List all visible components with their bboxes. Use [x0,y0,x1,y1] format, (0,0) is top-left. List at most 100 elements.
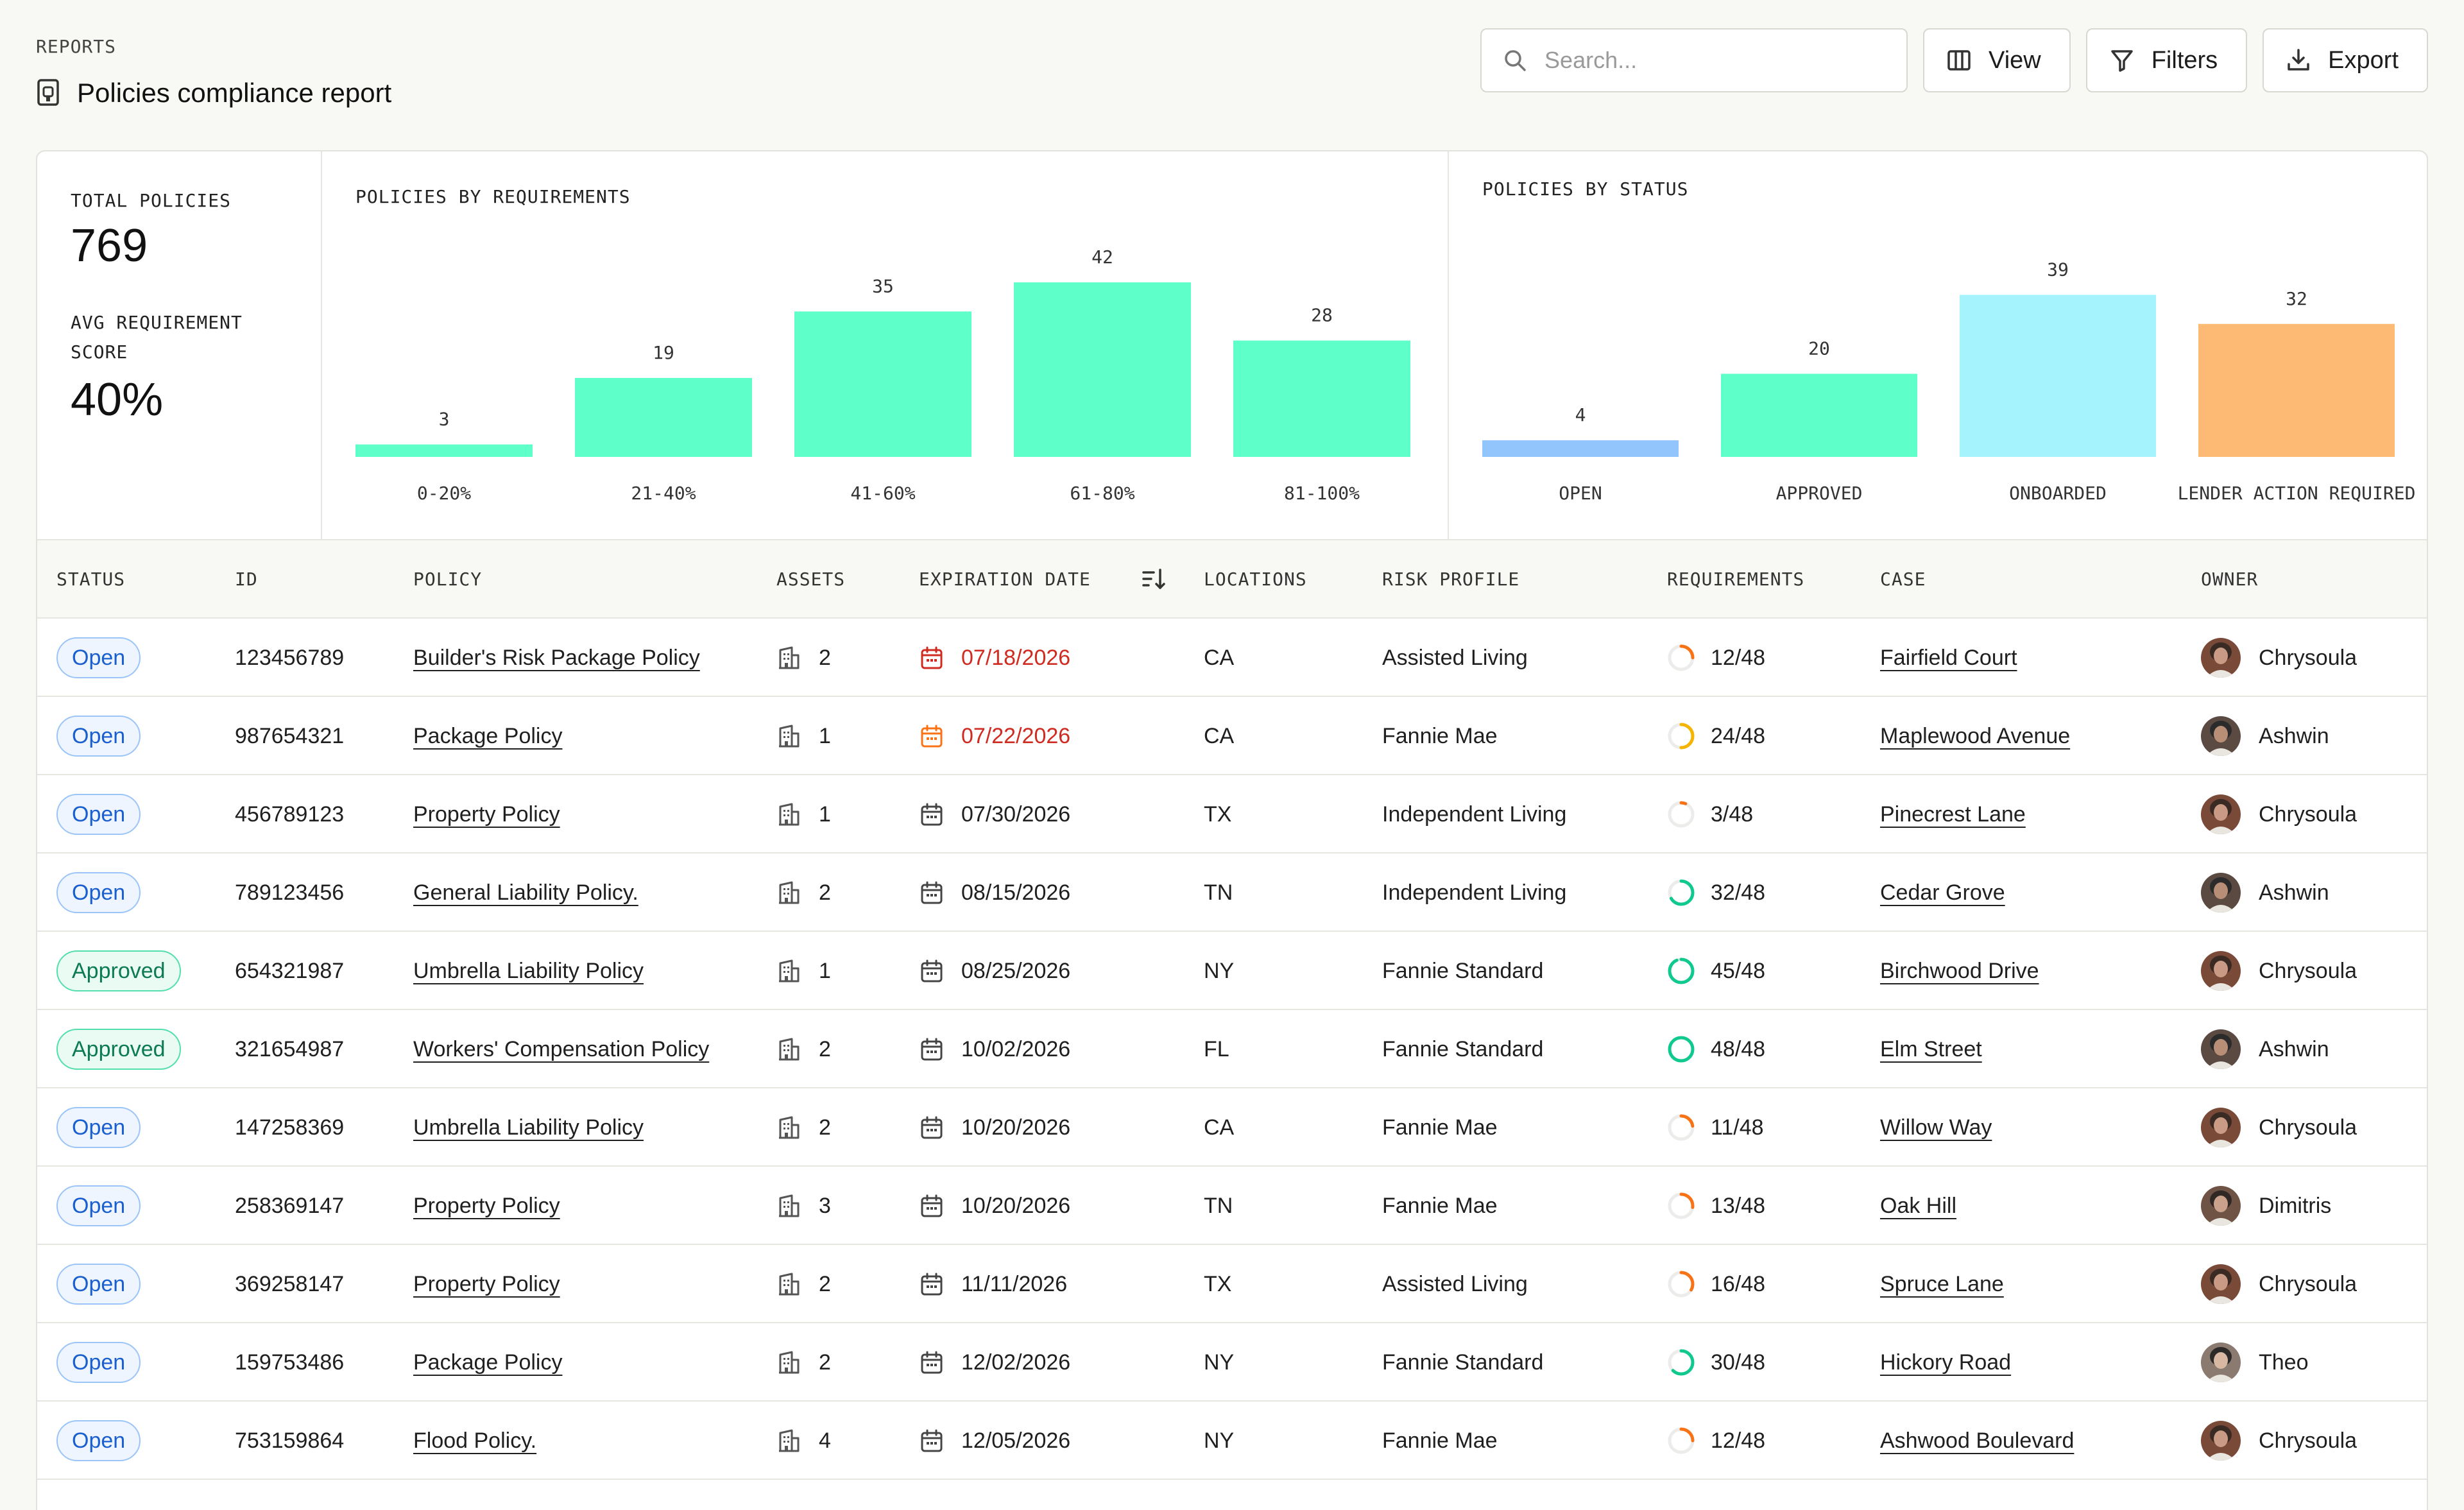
owner-cell[interactable]: Ashwin [2201,854,2329,932]
policy-link[interactable]: Workers' Compensation Policy [413,1036,710,1061]
table-row[interactable]: Open 258369147 Property Policy 3 10/20/2026 T… [37,1167,2427,1245]
assets-count: 2 [819,1271,831,1296]
table-row[interactable]: Open 369258147 Property Policy 2 11/11/2026 T… [37,1245,2427,1323]
column-header-case[interactable]: CASE [1880,569,1926,590]
bar-21-40[interactable] [575,377,752,457]
policy-link[interactable]: Flood Policy. [413,1428,537,1453]
table-row[interactable]: Open 123456789 Builder's Risk Package Poli… [37,619,2427,697]
table-row[interactable]: Open 147258369 Umbrella Liability Policy 2 1… [37,1088,2427,1167]
case-link[interactable]: Oak Hill [1880,1193,1957,1218]
owner-name: Ashwin [2259,1036,2329,1061]
bar-category-label: 0-20% [417,483,471,504]
case-link[interactable]: Willow Way [1880,1115,1992,1140]
bar-41-60[interactable] [794,311,971,457]
table-row[interactable]: Open 789123456 General Liability Policy. 2 0… [37,854,2427,932]
risk-profile: Fannie Mae [1382,1115,1498,1140]
requirements-bar-chart: 3 0-20% 19 21-40% 35 41-60% 42 61-80% 28 81-100% [355,246,1410,504]
requirements-cell: 16/48 [1667,1245,1765,1323]
risk-profile: Assisted Living [1382,1271,1528,1296]
status-chart-panel: POLICIES BY STATUS 4 OPEN 20 APPROVED 39 ONBO… [1449,151,2427,539]
policy-link[interactable]: Package Policy [413,1350,563,1375]
kpi-panel: TOTAL POLICIES 769 AVG REQUIREMENT SCORE… [37,151,322,539]
column-header-risk-profile[interactable]: RISK PROFILE [1382,569,1520,590]
column-header-expiration-date[interactable]: EXPIRATION DATE [919,569,1091,590]
case-link[interactable]: Birchwood Drive [1880,958,2039,983]
policy-link[interactable]: Umbrella Liability Policy [413,958,644,983]
view-button[interactable]: View [1923,28,2071,92]
owner-cell[interactable]: Dimitris [2201,1167,2331,1245]
table-row[interactable]: Approved 654321987 Umbrella Liability Poli… [37,932,2427,1010]
column-header-policy[interactable]: POLICY [413,569,483,590]
bar-61-80[interactable] [1014,282,1191,457]
building-icon [779,959,800,982]
owner-cell[interactable]: Chrysoula [2201,932,2357,1010]
bar-open[interactable] [1482,440,1679,457]
bar-approved[interactable] [1721,373,1917,457]
requirements-count: 11/48 [1711,1115,1764,1140]
owner-cell[interactable]: Theo [2201,1323,2309,1402]
owner-cell[interactable]: Chrysoula [2201,619,2357,697]
policy-link[interactable]: Property Policy [413,802,560,827]
case-link[interactable]: Cedar Grove [1880,880,2005,905]
owner-cell[interactable]: Chrysoula [2201,1245,2357,1323]
expiration-date: 07/22/2026 [961,723,1071,748]
policy-link[interactable]: General Liability Policy. [413,880,638,905]
building-icon [779,1038,800,1061]
table-row[interactable]: Open 456789123 Property Policy 1 07/30/2026 T… [37,775,2427,854]
policy-link[interactable]: Umbrella Liability Policy [413,1115,644,1140]
search-box[interactable] [1480,28,1908,92]
filter-icon [2110,50,2133,72]
policy-link[interactable]: Property Policy [413,1193,560,1218]
owner-cell[interactable]: Chrysoula [2201,1088,2357,1167]
case-link[interactable]: Elm Street [1880,1036,1982,1061]
policy-link[interactable]: Property Policy [413,1271,560,1296]
case-link[interactable]: Hickory Road [1880,1350,2012,1375]
owner-cell[interactable]: Chrysoula [2201,1402,2357,1480]
bar-value-label: 3 [439,409,450,430]
filters-button[interactable]: Filters [2085,28,2248,92]
owner-cell[interactable]: Ashwin [2201,697,2329,775]
search-input[interactable] [1544,47,1892,74]
avatar [2201,1029,2241,1069]
assets-cell: 2 [776,1010,831,1088]
column-header-id[interactable]: ID [235,569,258,590]
bar-81-100[interactable] [1233,340,1410,457]
case-link[interactable]: Fairfield Court [1880,645,2017,670]
table-body: Open 123456789 Builder's Risk Package Poli… [37,619,2427,1480]
policy-link[interactable]: Builder's Risk Package Policy [413,645,700,670]
requirements-progress-ring [1668,1349,1695,1376]
table-row[interactable]: Open 987654321 Package Policy 1 07/22/2026 CA… [37,697,2427,775]
policy-link[interactable]: Package Policy [413,723,563,748]
table-row[interactable]: Approved 321654987 Workers' Compensation P… [37,1010,2427,1088]
policy-id: 753159864 [235,1428,345,1453]
requirements-chart-title: POLICIES BY REQUIREMENTS [355,186,631,207]
case-link[interactable]: Maplewood Avenue [1880,723,2071,748]
owner-cell[interactable]: Ashwin [2201,1010,2329,1088]
export-button[interactable]: Export [2263,28,2428,92]
breadcrumb: REPORTS [36,36,117,57]
bar-0-20[interactable] [355,444,533,457]
bar-onboarded[interactable] [1960,295,2156,457]
table-row[interactable]: Open 753159864 Flood Policy. 4 12/05/2026 NY F… [37,1402,2427,1480]
column-header-owner[interactable]: OWNER [2201,569,2259,590]
expiration-date: 12/05/2026 [961,1428,1071,1453]
risk-profile: Fannie Mae [1382,1428,1498,1453]
column-header-status[interactable]: STATUS [56,569,126,590]
bar-lender-action-required[interactable] [2198,323,2395,457]
status-badge: Approved [56,1029,181,1070]
building-icon [779,646,800,669]
case-link[interactable]: Spruce Lane [1880,1271,2004,1296]
column-header-locations[interactable]: LOCATIONS [1204,569,1307,590]
title-row: Policies compliance report [36,78,391,108]
bar-value-label: 19 [653,342,674,363]
column-header-assets[interactable]: ASSETS [776,569,846,590]
export-button-label: Export [2328,46,2399,74]
risk-profile: Fannie Standard [1382,1036,1544,1061]
sort-descending-icon[interactable] [1141,566,1167,592]
case-link[interactable]: Ashwood Boulevard [1880,1428,2075,1453]
case-link[interactable]: Pinecrest Lane [1880,802,2026,827]
owner-cell[interactable]: Chrysoula [2201,775,2357,854]
bar-category-label: 41-60% [850,483,915,504]
column-header-requirements[interactable]: REQUIREMENTS [1667,569,1805,590]
table-row[interactable]: Open 159753486 Package Policy 2 12/02/2026 NY… [37,1323,2427,1402]
